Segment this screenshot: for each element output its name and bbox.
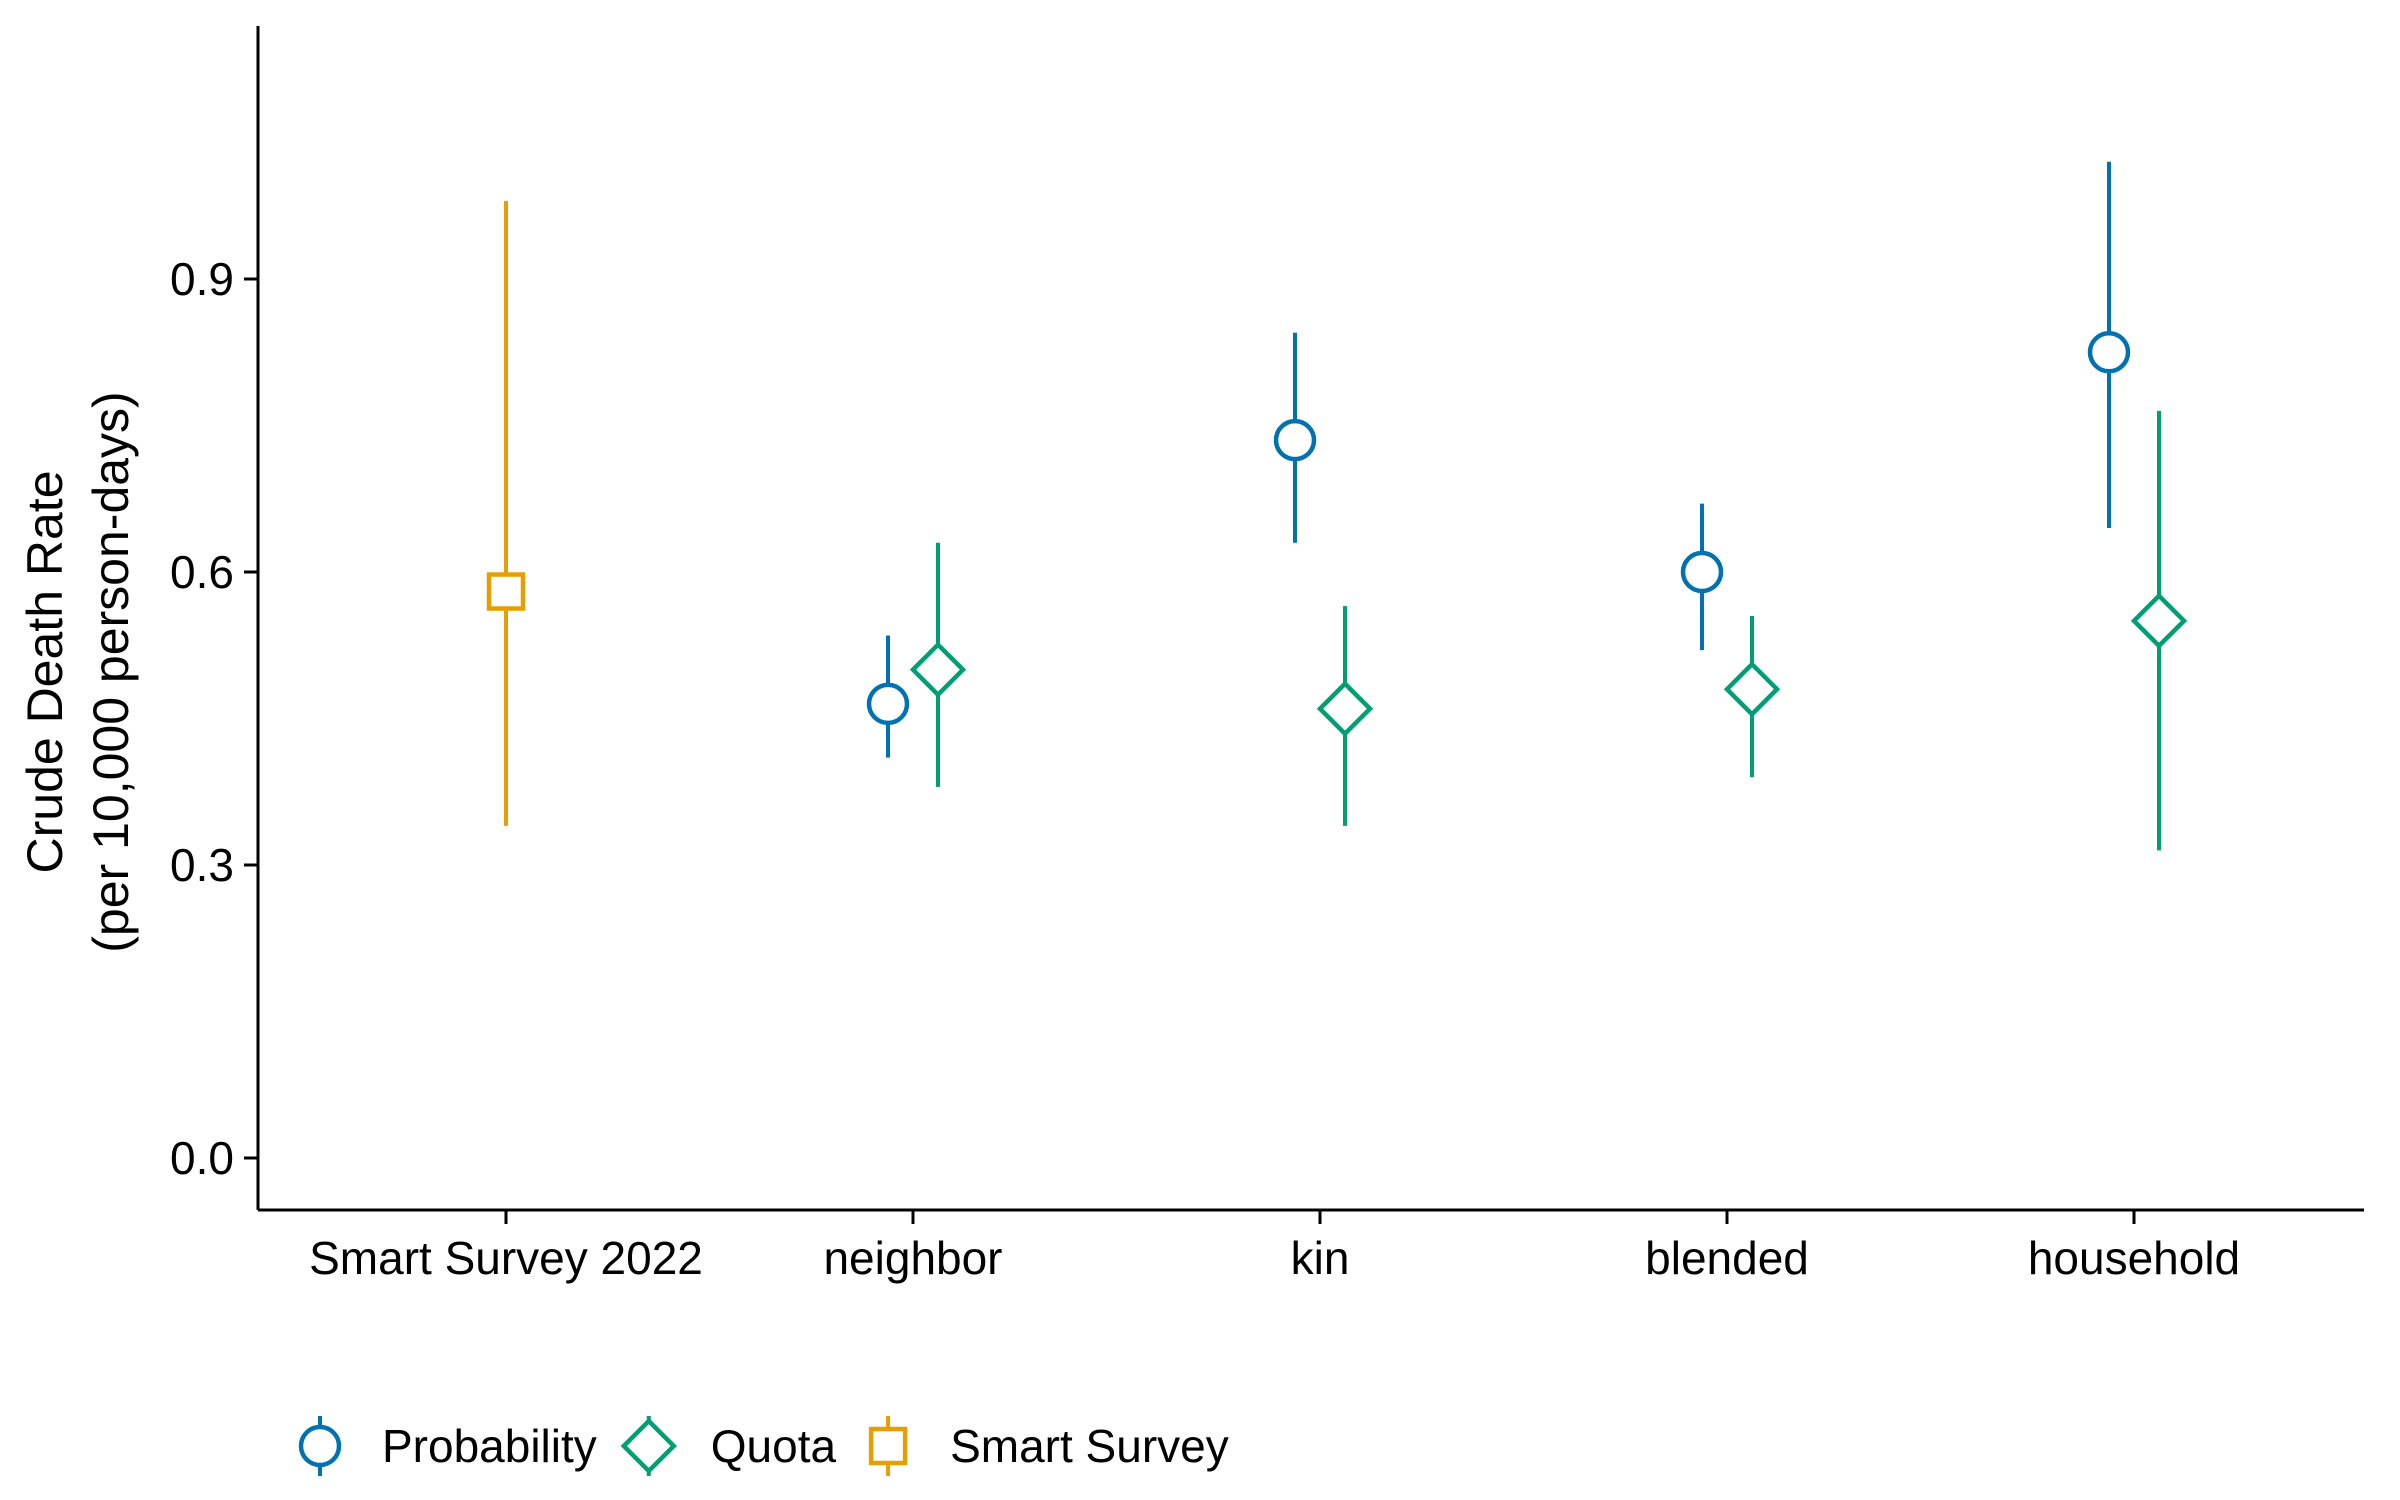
y-tick-label: 0.3 xyxy=(170,839,234,891)
point-quota-household xyxy=(2130,410,2188,851)
y-tick-label: 0.9 xyxy=(170,253,234,305)
point-probability-blended xyxy=(1680,503,1724,651)
x-tick-label-smart-survey-2022: Smart Survey 2022 xyxy=(309,1232,703,1284)
series-probability xyxy=(866,161,2131,758)
point-quota-kin xyxy=(1316,606,1374,826)
y-axis-title-line-2: (per 10,000 person-days) xyxy=(83,391,139,952)
data-point-circle xyxy=(866,682,910,726)
data-point-square xyxy=(486,572,526,611)
legend-label: Quota xyxy=(711,1420,837,1472)
legend-key-diamond xyxy=(620,1417,677,1475)
point-probability-kin xyxy=(1273,332,1317,543)
data-point-diamond xyxy=(1316,680,1374,737)
x-tick-label-household: household xyxy=(2028,1232,2240,1284)
legend-label: Probability xyxy=(382,1420,597,1472)
y-tick-label: 0.6 xyxy=(170,546,234,598)
legend-key-square xyxy=(868,1426,908,1466)
data-point-diamond xyxy=(2130,592,2188,650)
point-probability-neighbor xyxy=(866,635,910,758)
point-smart-survey-smart-survey-2022 xyxy=(486,200,526,826)
series-quota xyxy=(909,410,2188,851)
x-tick-label-blended: blended xyxy=(1645,1232,1809,1284)
y-tick-label: 0.0 xyxy=(170,1132,234,1184)
y-axis-ticks: 0.0 0.3 0.6 0.9 xyxy=(170,253,258,1184)
data-point-diamond xyxy=(909,641,967,698)
legend-key-circle xyxy=(298,1424,342,1468)
x-tick-label-kin: kin xyxy=(1291,1232,1350,1284)
plot-marks xyxy=(486,161,2188,851)
data-point-circle xyxy=(1273,418,1317,462)
legend-label: Smart Survey xyxy=(950,1420,1229,1472)
data-point-diamond xyxy=(1723,661,1781,718)
legend-item-smart-survey: Smart Survey xyxy=(868,1416,1229,1476)
x-tick-label-neighbor: neighbor xyxy=(823,1232,1002,1284)
data-point-circle xyxy=(2087,331,2131,374)
series-smart-survey xyxy=(486,200,526,826)
point-quota-blended xyxy=(1723,615,1781,778)
y-axis-title: Crude Death Rate (per 10,000 person-days… xyxy=(17,391,139,952)
legend: Probability Quota Smart Survey xyxy=(298,1416,1229,1476)
point-probability-household xyxy=(2087,161,2131,529)
x-axis-ticks: Smart Survey 2022 neighbor kin blended house… xyxy=(309,1210,2240,1284)
data-point-circle xyxy=(1680,550,1724,594)
legend-item-quota: Quota xyxy=(620,1416,837,1476)
legend-item-probability: Probability xyxy=(298,1416,597,1476)
point-quota-neighbor xyxy=(909,542,967,787)
y-axis-title-line-1: Crude Death Rate xyxy=(17,470,73,873)
